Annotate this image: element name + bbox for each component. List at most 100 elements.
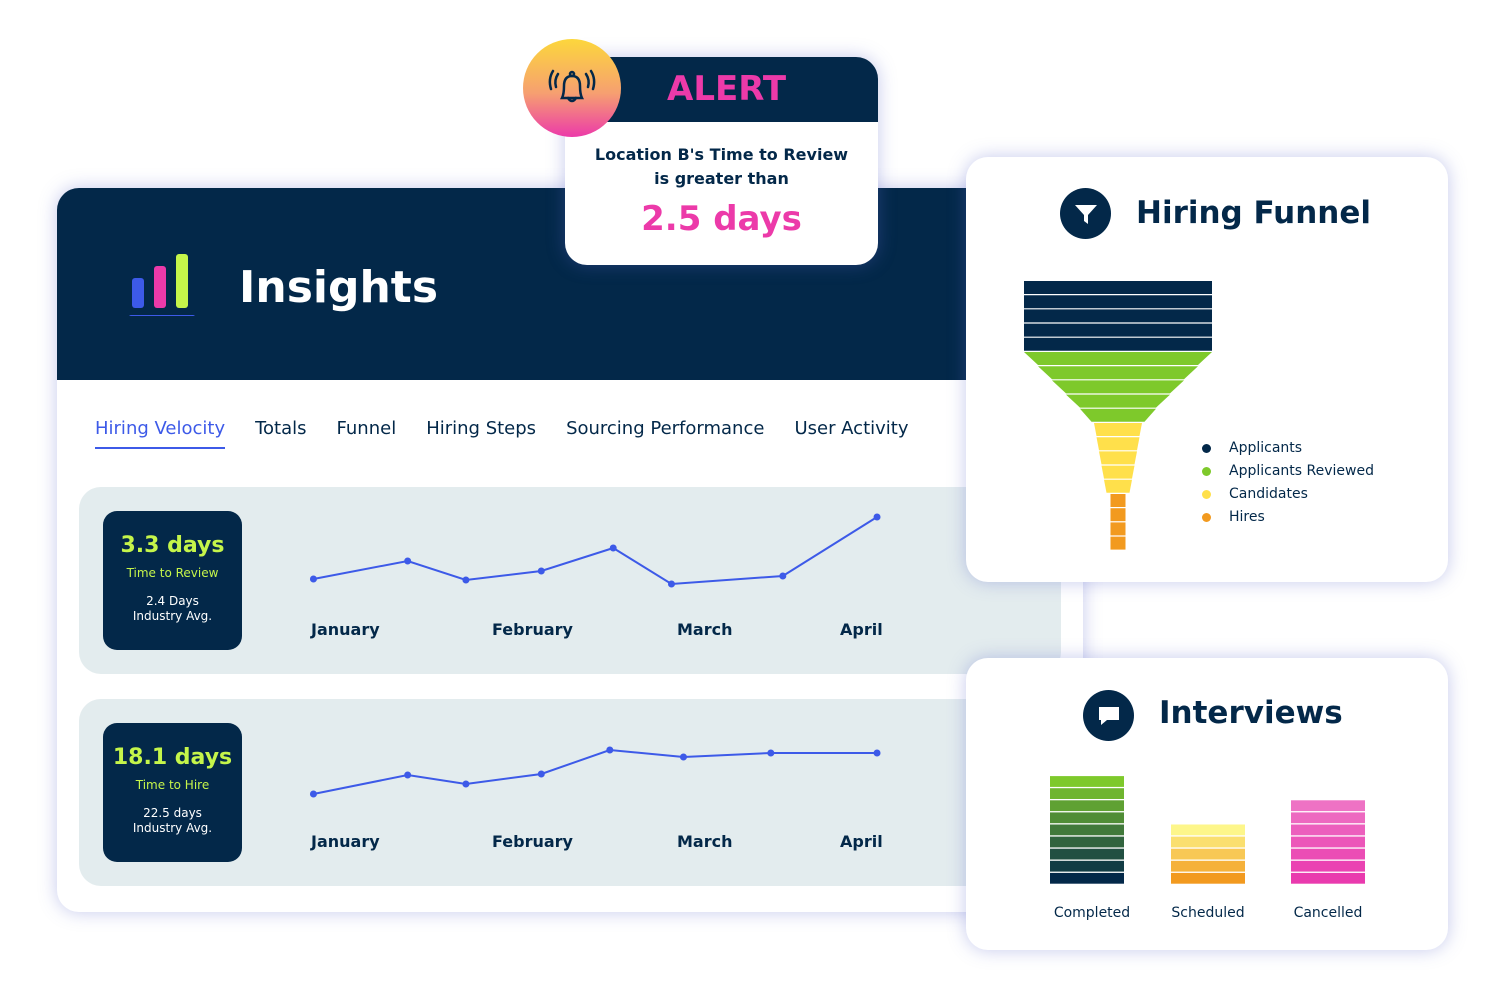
funnel-segment: [1024, 337, 1212, 351]
x-tick-label: April: [840, 620, 883, 639]
alert-message: Location B's Time to Review is greater t…: [565, 143, 878, 191]
funnel-segment: [1038, 366, 1198, 380]
bell-ringing-icon: [523, 39, 621, 137]
bar-segment: [1291, 824, 1365, 836]
series-line: [313, 748, 878, 795]
funnel-segment: [1096, 437, 1140, 451]
legend-label: Hires: [1229, 509, 1265, 525]
funnel-segment: [1110, 522, 1126, 536]
legend-label: Applicants Reviewed: [1229, 463, 1374, 479]
bar-segment: [1171, 824, 1245, 836]
tab-user-activity[interactable]: User Activity: [794, 418, 909, 439]
legend-item: Hires: [1202, 506, 1374, 529]
bar-label: Scheduled: [1171, 905, 1245, 921]
funnel-legend: Applicants Applicants Reviewed Candidate…: [1202, 437, 1374, 529]
funnel-segment: [1024, 309, 1212, 323]
legend-dot: [1202, 444, 1211, 453]
funnel-segment: [1094, 423, 1142, 436]
bar-segment: [1050, 776, 1124, 787]
bar-segment: [1050, 860, 1124, 872]
metric-card: 3.3 days Time to Review 2.4 Days Industry…: [103, 511, 242, 650]
page-title: Insights: [239, 262, 439, 313]
insights-card: Insights Hiring Velocity Totals Funnel H…: [57, 188, 1083, 912]
data-point: [404, 771, 412, 779]
bar-segment: [1050, 872, 1124, 884]
data-point: [309, 790, 317, 798]
tab-hiring-steps[interactable]: Hiring Steps: [426, 418, 537, 439]
bar-segment: [1050, 800, 1124, 812]
bar-segment: [1050, 824, 1124, 836]
bar-segment: [1291, 872, 1365, 884]
tab-sourcing-performance[interactable]: Sourcing Performance: [566, 418, 765, 439]
bar-segment: [1050, 848, 1124, 860]
data-point: [767, 749, 775, 757]
legend-dot: [1202, 490, 1211, 499]
time-to-hire-chart: [309, 746, 881, 798]
funnel-segment: [1052, 380, 1184, 394]
alert-title: ALERT: [667, 69, 787, 109]
metric-value: 18.1 days: [112, 745, 233, 770]
legend-item: Applicants: [1202, 437, 1374, 460]
bar-label: Completed: [1053, 905, 1131, 921]
x-tick-label: February: [492, 832, 573, 851]
funnel-segment: [1101, 465, 1135, 479]
bar-segment: [1171, 872, 1245, 884]
bar-segment: [1050, 788, 1124, 799]
legend-dot: [1202, 467, 1211, 476]
x-tick-label: January: [311, 620, 380, 639]
industry-avg-value: 22.5 days: [143, 806, 202, 820]
industry-avg-label: Industry Avg.: [132, 821, 213, 835]
funnel-icon: [1060, 188, 1111, 239]
card-title: Hiring Funnel: [1136, 195, 1372, 231]
data-point: [667, 580, 675, 588]
funnel-segment: [1110, 508, 1126, 522]
time-to-review-panel: 3.3 days Time to Review 2.4 Days Industry…: [79, 487, 1061, 674]
data-point: [873, 749, 881, 757]
metric-card: 18.1 days Time to Hire 22.5 days Industry…: [103, 723, 242, 862]
legend-label: Candidates: [1229, 486, 1308, 502]
bar-segment: [1291, 836, 1365, 848]
legend-item: Applicants Reviewed: [1202, 460, 1374, 483]
funnel-segment: [1104, 479, 1132, 493]
data-point: [679, 753, 687, 761]
data-point: [309, 575, 317, 583]
tab-totals[interactable]: Totals: [255, 418, 307, 439]
legend-label: Applicants: [1229, 440, 1303, 456]
tab-hiring-velocity[interactable]: Hiring Velocity: [95, 418, 226, 449]
interviews-card: Interviews Completed Scheduled Cancelled: [966, 658, 1448, 950]
funnel-segment: [1066, 394, 1170, 408]
bar-segment: [1050, 836, 1124, 848]
bar-segment: [1291, 848, 1365, 860]
data-point: [537, 567, 545, 575]
funnel-segment: [1024, 323, 1212, 337]
data-point: [462, 576, 470, 584]
bar-label: Cancelled: [1293, 905, 1363, 921]
funnel-chart: [1024, 281, 1212, 550]
legend-dot: [1202, 513, 1211, 522]
bar-segment: [1291, 860, 1365, 872]
tab-funnel[interactable]: Funnel: [336, 418, 397, 439]
funnel-segment: [1099, 451, 1137, 465]
legend-item: Candidates: [1202, 483, 1374, 506]
alert-message-line: is greater than: [654, 169, 789, 188]
funnel-segment: [1024, 295, 1212, 309]
funnel-segment: [1080, 408, 1156, 422]
card-title: Interviews: [1159, 695, 1343, 731]
metric-label: Time to Review: [126, 566, 219, 580]
time-to-review-chart: [309, 513, 881, 588]
data-point: [404, 557, 412, 565]
tab-bar: Hiring Velocity Totals Funnel Hiring Ste…: [95, 418, 909, 449]
bar-segment: [1171, 836, 1245, 848]
funnel-segment: [1024, 352, 1212, 365]
metric-label: Time to Hire: [135, 778, 210, 792]
alert-value: 2.5 days: [641, 199, 802, 239]
x-tick-label: February: [492, 620, 573, 639]
bar-segment: [1171, 860, 1245, 872]
metric-value: 3.3 days: [120, 533, 225, 558]
funnel-segment: [1110, 536, 1126, 550]
bar-chart-logo-icon: [129, 254, 195, 316]
data-point: [779, 572, 787, 580]
series-line: [313, 516, 878, 586]
bar-segment: [1291, 800, 1365, 812]
alert-message-line: Location B's Time to Review: [594, 145, 849, 164]
